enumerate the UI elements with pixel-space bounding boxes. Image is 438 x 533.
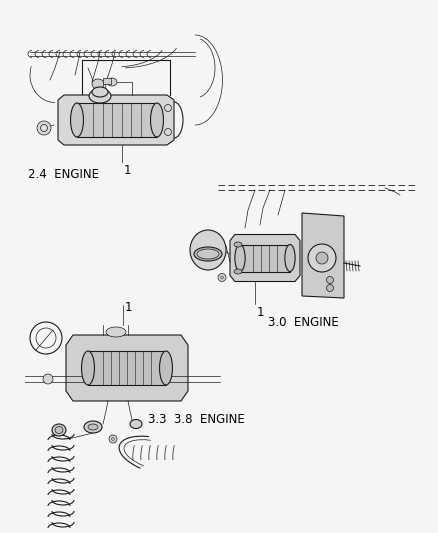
Bar [88, 351, 166, 385]
Circle shape [109, 435, 117, 443]
Polygon shape [58, 95, 174, 145]
Ellipse shape [197, 249, 219, 259]
Ellipse shape [190, 230, 226, 270]
Polygon shape [302, 213, 344, 298]
Circle shape [112, 438, 114, 440]
Text: 1: 1 [257, 305, 265, 319]
Text: 3.0  ENGINE: 3.0 ENGINE [268, 316, 339, 328]
Text: 3.3  3.8  ENGINE: 3.3 3.8 ENGINE [148, 413, 245, 426]
Ellipse shape [234, 242, 242, 247]
Circle shape [326, 285, 333, 292]
Text: 1: 1 [124, 164, 131, 177]
Circle shape [37, 121, 51, 135]
Ellipse shape [130, 419, 142, 429]
Ellipse shape [285, 245, 295, 271]
Ellipse shape [159, 351, 173, 385]
Ellipse shape [84, 421, 102, 433]
Ellipse shape [234, 269, 242, 274]
Bar [77, 103, 157, 137]
Circle shape [165, 128, 172, 135]
Ellipse shape [106, 327, 126, 337]
Circle shape [165, 104, 172, 111]
Ellipse shape [81, 351, 95, 385]
Ellipse shape [194, 247, 222, 261]
Ellipse shape [52, 424, 66, 436]
Polygon shape [230, 235, 300, 281]
Circle shape [326, 277, 333, 284]
Circle shape [308, 244, 336, 272]
Circle shape [43, 374, 53, 384]
Circle shape [220, 276, 223, 279]
Ellipse shape [55, 426, 63, 433]
Bar [240, 245, 290, 271]
Polygon shape [66, 335, 188, 401]
Ellipse shape [92, 87, 108, 97]
Ellipse shape [151, 103, 163, 137]
Text: 2.4  ENGINE: 2.4 ENGINE [28, 168, 99, 181]
Text: 1: 1 [125, 301, 133, 314]
Ellipse shape [92, 79, 104, 89]
Ellipse shape [88, 424, 98, 430]
Bar [103, 78, 111, 84]
Circle shape [40, 125, 47, 132]
Ellipse shape [71, 103, 84, 137]
Circle shape [218, 273, 226, 281]
Circle shape [316, 252, 328, 264]
Ellipse shape [107, 78, 117, 86]
Ellipse shape [89, 89, 111, 103]
Ellipse shape [235, 245, 245, 271]
